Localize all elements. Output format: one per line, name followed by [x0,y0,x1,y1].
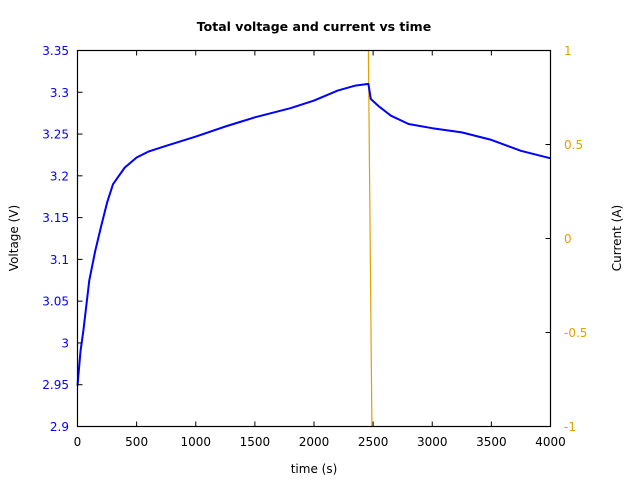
x-axis-label: time (s) [291,462,338,476]
x-tick-label: 0 [74,435,82,449]
chart-title: Total voltage and current vs time [197,19,431,34]
y2-axis-label: Current (A) [610,205,624,271]
y2-tick-label: -1 [564,420,576,434]
y-tick-label: 3 [61,336,69,350]
x-tick-label: 500 [125,435,148,449]
y2-tick-label: 0 [564,232,572,246]
y-tick-label: 3.25 [42,128,69,142]
x-tick-label: 4000 [535,435,566,449]
y-axis-left: 2.9 2.95 3 3.05 3.1 3.15 3.2 3.25 3.3 3.35 [42,44,83,434]
voltage-series [76,82,551,386]
x-tick-label: 3000 [417,435,448,449]
y-tick-label: 3.15 [42,211,69,225]
x-tick-label: 3500 [476,435,507,449]
y2-tick-label: -0.5 [564,326,587,340]
y2-tick-label: 0.5 [564,138,583,152]
x-axis: 0 500 1000 1500 2000 2500 3000 3500 4000 [74,50,566,449]
y-axis-label: Voltage (V) [7,205,21,271]
x-tick-label: 2000 [299,435,330,449]
y-tick-label: 3.2 [50,169,69,183]
x-tick-label: 2500 [358,435,389,449]
y-tick-label: 3.35 [42,44,69,58]
voltage-line [76,82,551,386]
current-series [367,50,373,427]
y-tick-label: 2.9 [50,420,69,434]
plot-frame [76,49,552,428]
current-line [367,50,373,427]
y-axis-right: -1 -0.5 0 0.5 1 [545,44,587,434]
y-tick-label: 2.95 [42,378,69,392]
y-tick-label: 3.3 [50,86,69,100]
x-tick-label: 1000 [180,435,211,449]
y-tick-label: 3.05 [42,295,69,309]
y-tick-label: 3.1 [50,253,69,267]
y2-tick-label: 1 [564,44,572,58]
x-tick-label: 1500 [240,435,271,449]
